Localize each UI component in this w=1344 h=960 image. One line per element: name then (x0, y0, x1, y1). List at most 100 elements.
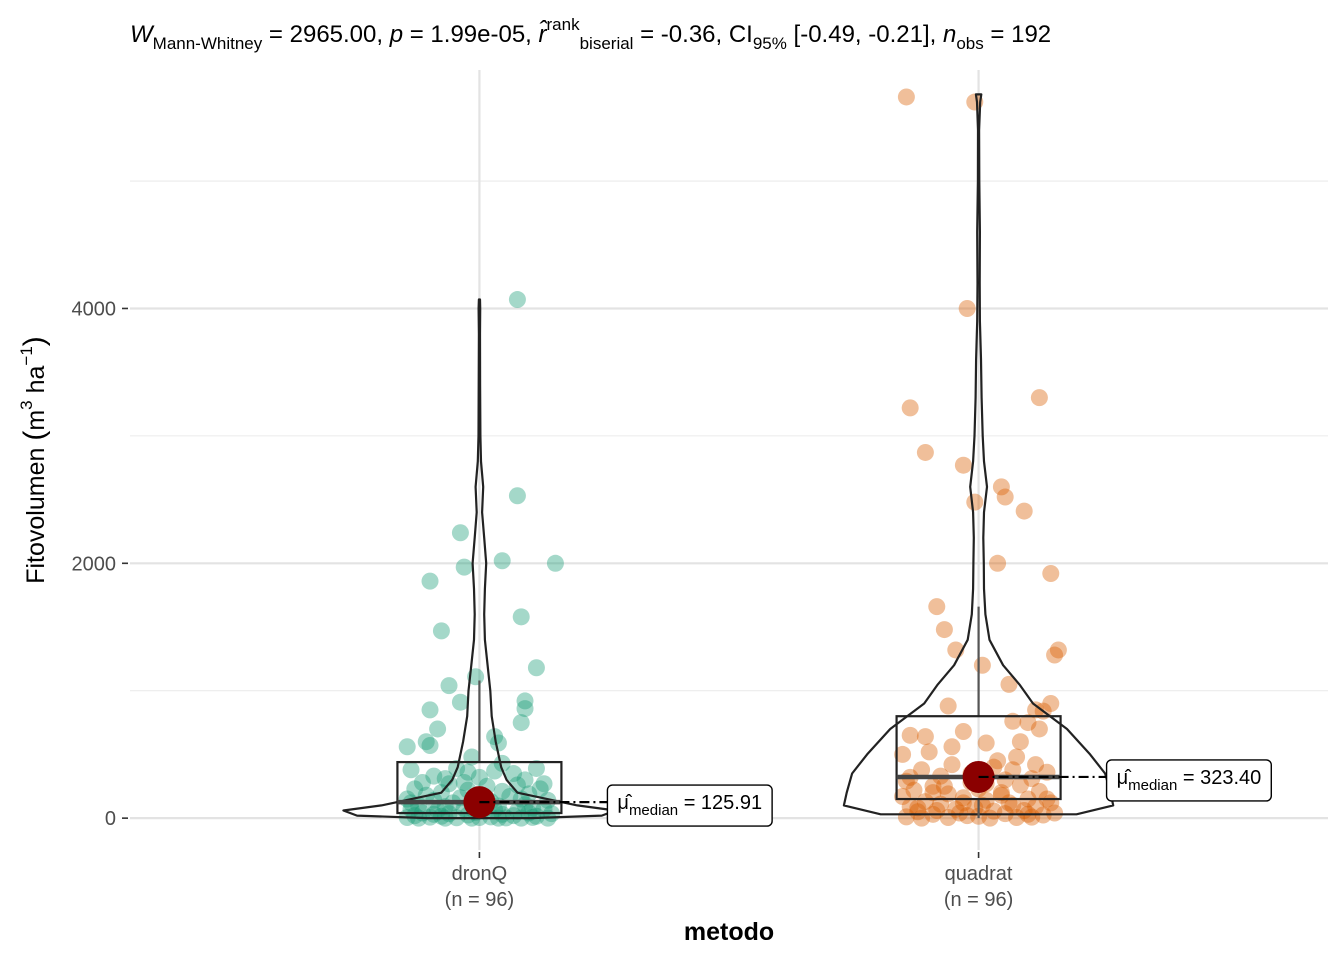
data-point (406, 807, 424, 825)
x-tick-label: quadrat (945, 863, 1013, 885)
x-axis-title: metodo (684, 918, 774, 946)
data-point (989, 752, 1007, 770)
data-point (493, 552, 511, 570)
data-point (1042, 694, 1060, 712)
chart-subtitle: WMann-Whitney = 2965.00, p = 1.99e-05, r… (130, 15, 1051, 53)
box-quadrat (895, 715, 1062, 801)
points-quadrat (894, 88, 1067, 827)
data-point (894, 745, 912, 763)
group-quadrat: μ̂median = 323.40 (842, 88, 1272, 827)
data-point (924, 784, 942, 802)
data-point (901, 399, 919, 417)
median-label-text: μ̂median = 125.91 (617, 792, 762, 819)
data-point (916, 728, 934, 746)
data-point (516, 700, 534, 718)
data-point (920, 743, 938, 761)
data-point (894, 787, 912, 805)
data-point (977, 791, 995, 809)
data-point (425, 805, 443, 823)
median-label-box (606, 784, 773, 827)
data-point (909, 803, 927, 821)
data-point (928, 802, 946, 819)
data-point (1049, 641, 1067, 659)
data-point (1011, 776, 1029, 794)
data-point (512, 608, 530, 626)
data-point (508, 802, 526, 820)
median-label-box (1105, 759, 1272, 802)
data-point (958, 807, 976, 825)
data-point (451, 693, 469, 711)
data-point (1030, 389, 1048, 407)
data-point (436, 770, 454, 788)
data-point (505, 807, 523, 825)
data-point (996, 488, 1014, 506)
data-point (429, 802, 447, 819)
data-point (958, 299, 976, 317)
data-point (1042, 565, 1060, 582)
y-tick-label: 4000 (72, 298, 117, 320)
data-point (440, 677, 458, 695)
data-point (531, 780, 549, 798)
data-point (928, 598, 946, 616)
data-point (527, 659, 545, 677)
data-point (1030, 720, 1048, 738)
data-point (1027, 701, 1045, 719)
data-point (1011, 733, 1029, 751)
data-point (398, 738, 416, 756)
data-point (421, 572, 439, 590)
data-point (977, 734, 995, 752)
data-point (916, 793, 934, 811)
data-point (935, 777, 953, 795)
data-point (406, 780, 424, 798)
data-point (1000, 675, 1018, 693)
data-point (429, 720, 447, 738)
data-point (901, 798, 919, 816)
plot-area: μ̂median = 125.91 μ̂median = 323.40 0 2000… (72, 70, 1328, 911)
groups: μ̂median = 125.91 μ̂median = 323.40 (342, 88, 1272, 827)
data-point (535, 775, 553, 793)
data-point (897, 808, 915, 826)
data-point (520, 785, 538, 803)
data-point (924, 777, 942, 795)
data-point (954, 789, 972, 807)
data-point (1015, 502, 1033, 520)
data-point (417, 733, 435, 751)
y-axis: 0 2000 4000 (72, 298, 128, 830)
data-point (489, 734, 507, 752)
data-point (1008, 748, 1026, 766)
data-point (973, 656, 991, 674)
data-point (951, 804, 969, 822)
data-point (1030, 782, 1048, 800)
violin-quadrat (842, 93, 1115, 816)
data-point (954, 794, 972, 812)
data-point (966, 493, 984, 511)
y-axis-title: Fitovolumen (m3 ha−1) (17, 336, 51, 584)
data-point (413, 773, 431, 791)
data-point (516, 692, 534, 710)
x-tick-label: dronQ (452, 863, 508, 885)
median-label-dronQ: μ̂median = 125.91 (479, 784, 773, 827)
data-point (451, 524, 469, 542)
data-point (527, 759, 545, 777)
data-point (508, 487, 526, 505)
data-point (516, 771, 534, 789)
data-point (505, 765, 523, 783)
data-point (954, 456, 972, 474)
data-point (943, 756, 961, 774)
data-point (1004, 796, 1022, 814)
data-point (508, 291, 526, 309)
data-point (470, 768, 488, 786)
data-point (989, 554, 1007, 572)
data-point (992, 786, 1010, 804)
data-point (897, 88, 915, 106)
data-point (486, 762, 504, 780)
data-point (459, 763, 477, 781)
data-point (421, 701, 439, 719)
data-point (905, 781, 923, 799)
data-point (901, 726, 919, 744)
data-point (432, 622, 450, 640)
data-point (1004, 761, 1022, 779)
data-point (493, 782, 511, 800)
data-point (992, 478, 1010, 496)
data-point (546, 554, 564, 572)
